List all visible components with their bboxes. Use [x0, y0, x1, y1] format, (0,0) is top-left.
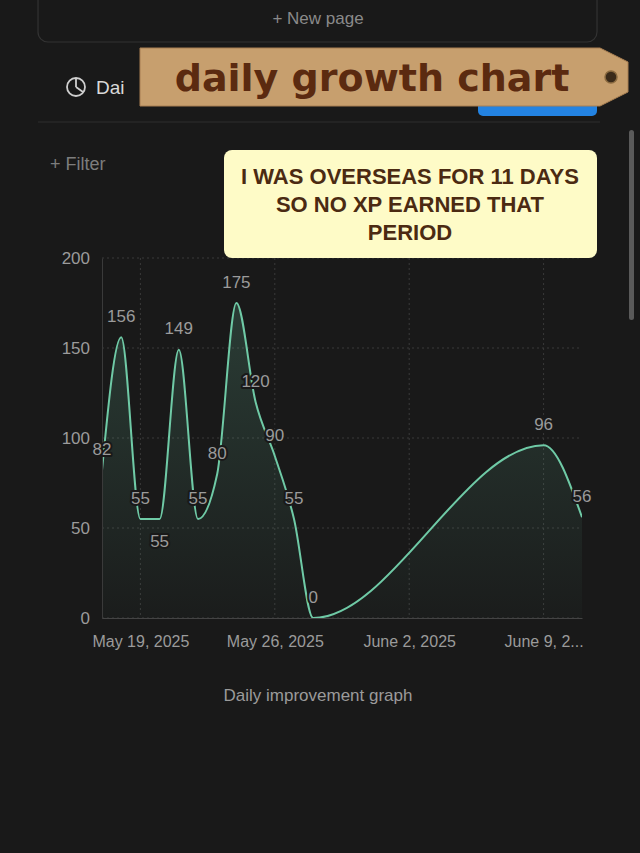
y-tick: 150 — [62, 339, 102, 358]
data-label: 96 — [534, 415, 553, 434]
x-tick: June 9, 2... — [505, 618, 584, 650]
x-tick: June 2, 2025 — [363, 618, 456, 650]
x-tick-label: June 2, 2025 — [363, 633, 456, 650]
annotation-box — [224, 150, 597, 258]
data-label: 0 — [308, 588, 317, 607]
sticker-hole — [605, 71, 617, 83]
new-page-button[interactable] — [38, 0, 597, 42]
annotation-line: SO NO XP EARNED THAT — [276, 192, 545, 217]
data-label: 55 — [131, 489, 150, 508]
annotation: I WAS OVERSEAS FOR 11 DAYS SO NO XP EARNE… — [224, 150, 597, 258]
chart-view-icon — [67, 78, 85, 96]
x-tick-label: May 19, 2025 — [92, 633, 189, 650]
y-tick-label: 0 — [81, 609, 90, 628]
data-label: 156 — [107, 307, 135, 326]
sticker-tag — [140, 48, 628, 106]
filter-button[interactable]: + Filter — [50, 154, 106, 174]
separator — [38, 122, 600, 123]
scrollbar — [629, 130, 634, 320]
y-axis: 0 50 100 150 200 — [62, 249, 103, 628]
y-tick-label: 100 — [62, 429, 90, 448]
x-axis-line — [103, 618, 583, 619]
y-tick-label: 50 — [71, 519, 90, 538]
y-tick: 50 — [71, 519, 102, 538]
data-label: 80 — [208, 444, 227, 463]
y-axis-line — [102, 259, 103, 619]
data-label: 56 — [573, 487, 592, 506]
y-tick-label: 150 — [62, 339, 90, 358]
icon-stroke — [76, 78, 83, 92]
data-label: 149 — [165, 319, 193, 338]
chart-caption: Daily improvement graph — [224, 686, 413, 705]
x-axis: May 19, 2025 May 26, 2025 June 2, 2025 June… — [92, 618, 583, 650]
data-label: 55 — [150, 532, 169, 551]
data-label: 120 — [241, 372, 269, 391]
y-tick: 0 — [81, 609, 102, 628]
data-label: 175 — [222, 273, 250, 292]
sticker-text: daily growth chart — [175, 56, 570, 100]
new-page-label[interactable]: + New page — [272, 9, 363, 28]
annotation-line: PERIOD — [368, 220, 452, 245]
y-tick: 200 — [62, 249, 102, 268]
data-label: 55 — [189, 489, 208, 508]
data-label: 82 — [93, 440, 112, 459]
data-label: 55 — [285, 489, 304, 508]
annotation-line: I WAS OVERSEAS FOR 11 DAYS — [241, 164, 579, 189]
grid-line-y — [102, 348, 582, 349]
x-tick-label: June 9, 2... — [505, 633, 584, 650]
page: + New page Dai daily growth chart + Filter 0… — [0, 0, 640, 853]
annotation-text: I WAS OVERSEAS FOR 11 DAYS SO NO XP EARNE… — [241, 164, 579, 245]
plot-area — [102, 303, 582, 618]
area-fill — [102, 303, 582, 618]
x-tick: May 26, 2025 — [227, 618, 324, 650]
y-tick-label: 200 — [62, 249, 90, 268]
data-label: 90 — [265, 426, 284, 445]
x-tick: May 19, 2025 — [92, 618, 189, 650]
x-tick-label: May 26, 2025 — [227, 633, 324, 650]
grid — [102, 258, 582, 618]
view-tab[interactable]: Dai — [96, 77, 125, 98]
icon-circle — [67, 78, 85, 96]
data-labels: 82 156 55 55 149 55 80 175 120 90 55 0 96 56 — [93, 273, 592, 607]
line — [102, 303, 582, 618]
